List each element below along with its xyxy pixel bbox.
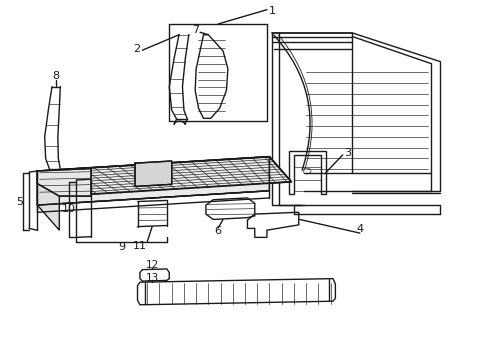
Text: 13: 13	[146, 273, 159, 283]
Text: 7: 7	[192, 25, 199, 35]
Text: 1: 1	[269, 6, 275, 16]
Polygon shape	[37, 157, 292, 196]
Text: 10: 10	[62, 204, 76, 214]
Text: 2: 2	[133, 44, 140, 54]
Polygon shape	[135, 161, 172, 186]
Polygon shape	[37, 171, 59, 230]
Text: 8: 8	[52, 71, 59, 81]
Text: 3: 3	[344, 148, 351, 158]
Text: 11: 11	[133, 241, 147, 251]
Text: 5: 5	[16, 197, 23, 207]
Text: 9: 9	[118, 242, 125, 252]
Text: 6: 6	[215, 226, 221, 236]
Polygon shape	[37, 168, 91, 196]
Polygon shape	[37, 157, 270, 205]
Text: 12: 12	[146, 260, 159, 270]
Text: 4: 4	[356, 225, 364, 234]
